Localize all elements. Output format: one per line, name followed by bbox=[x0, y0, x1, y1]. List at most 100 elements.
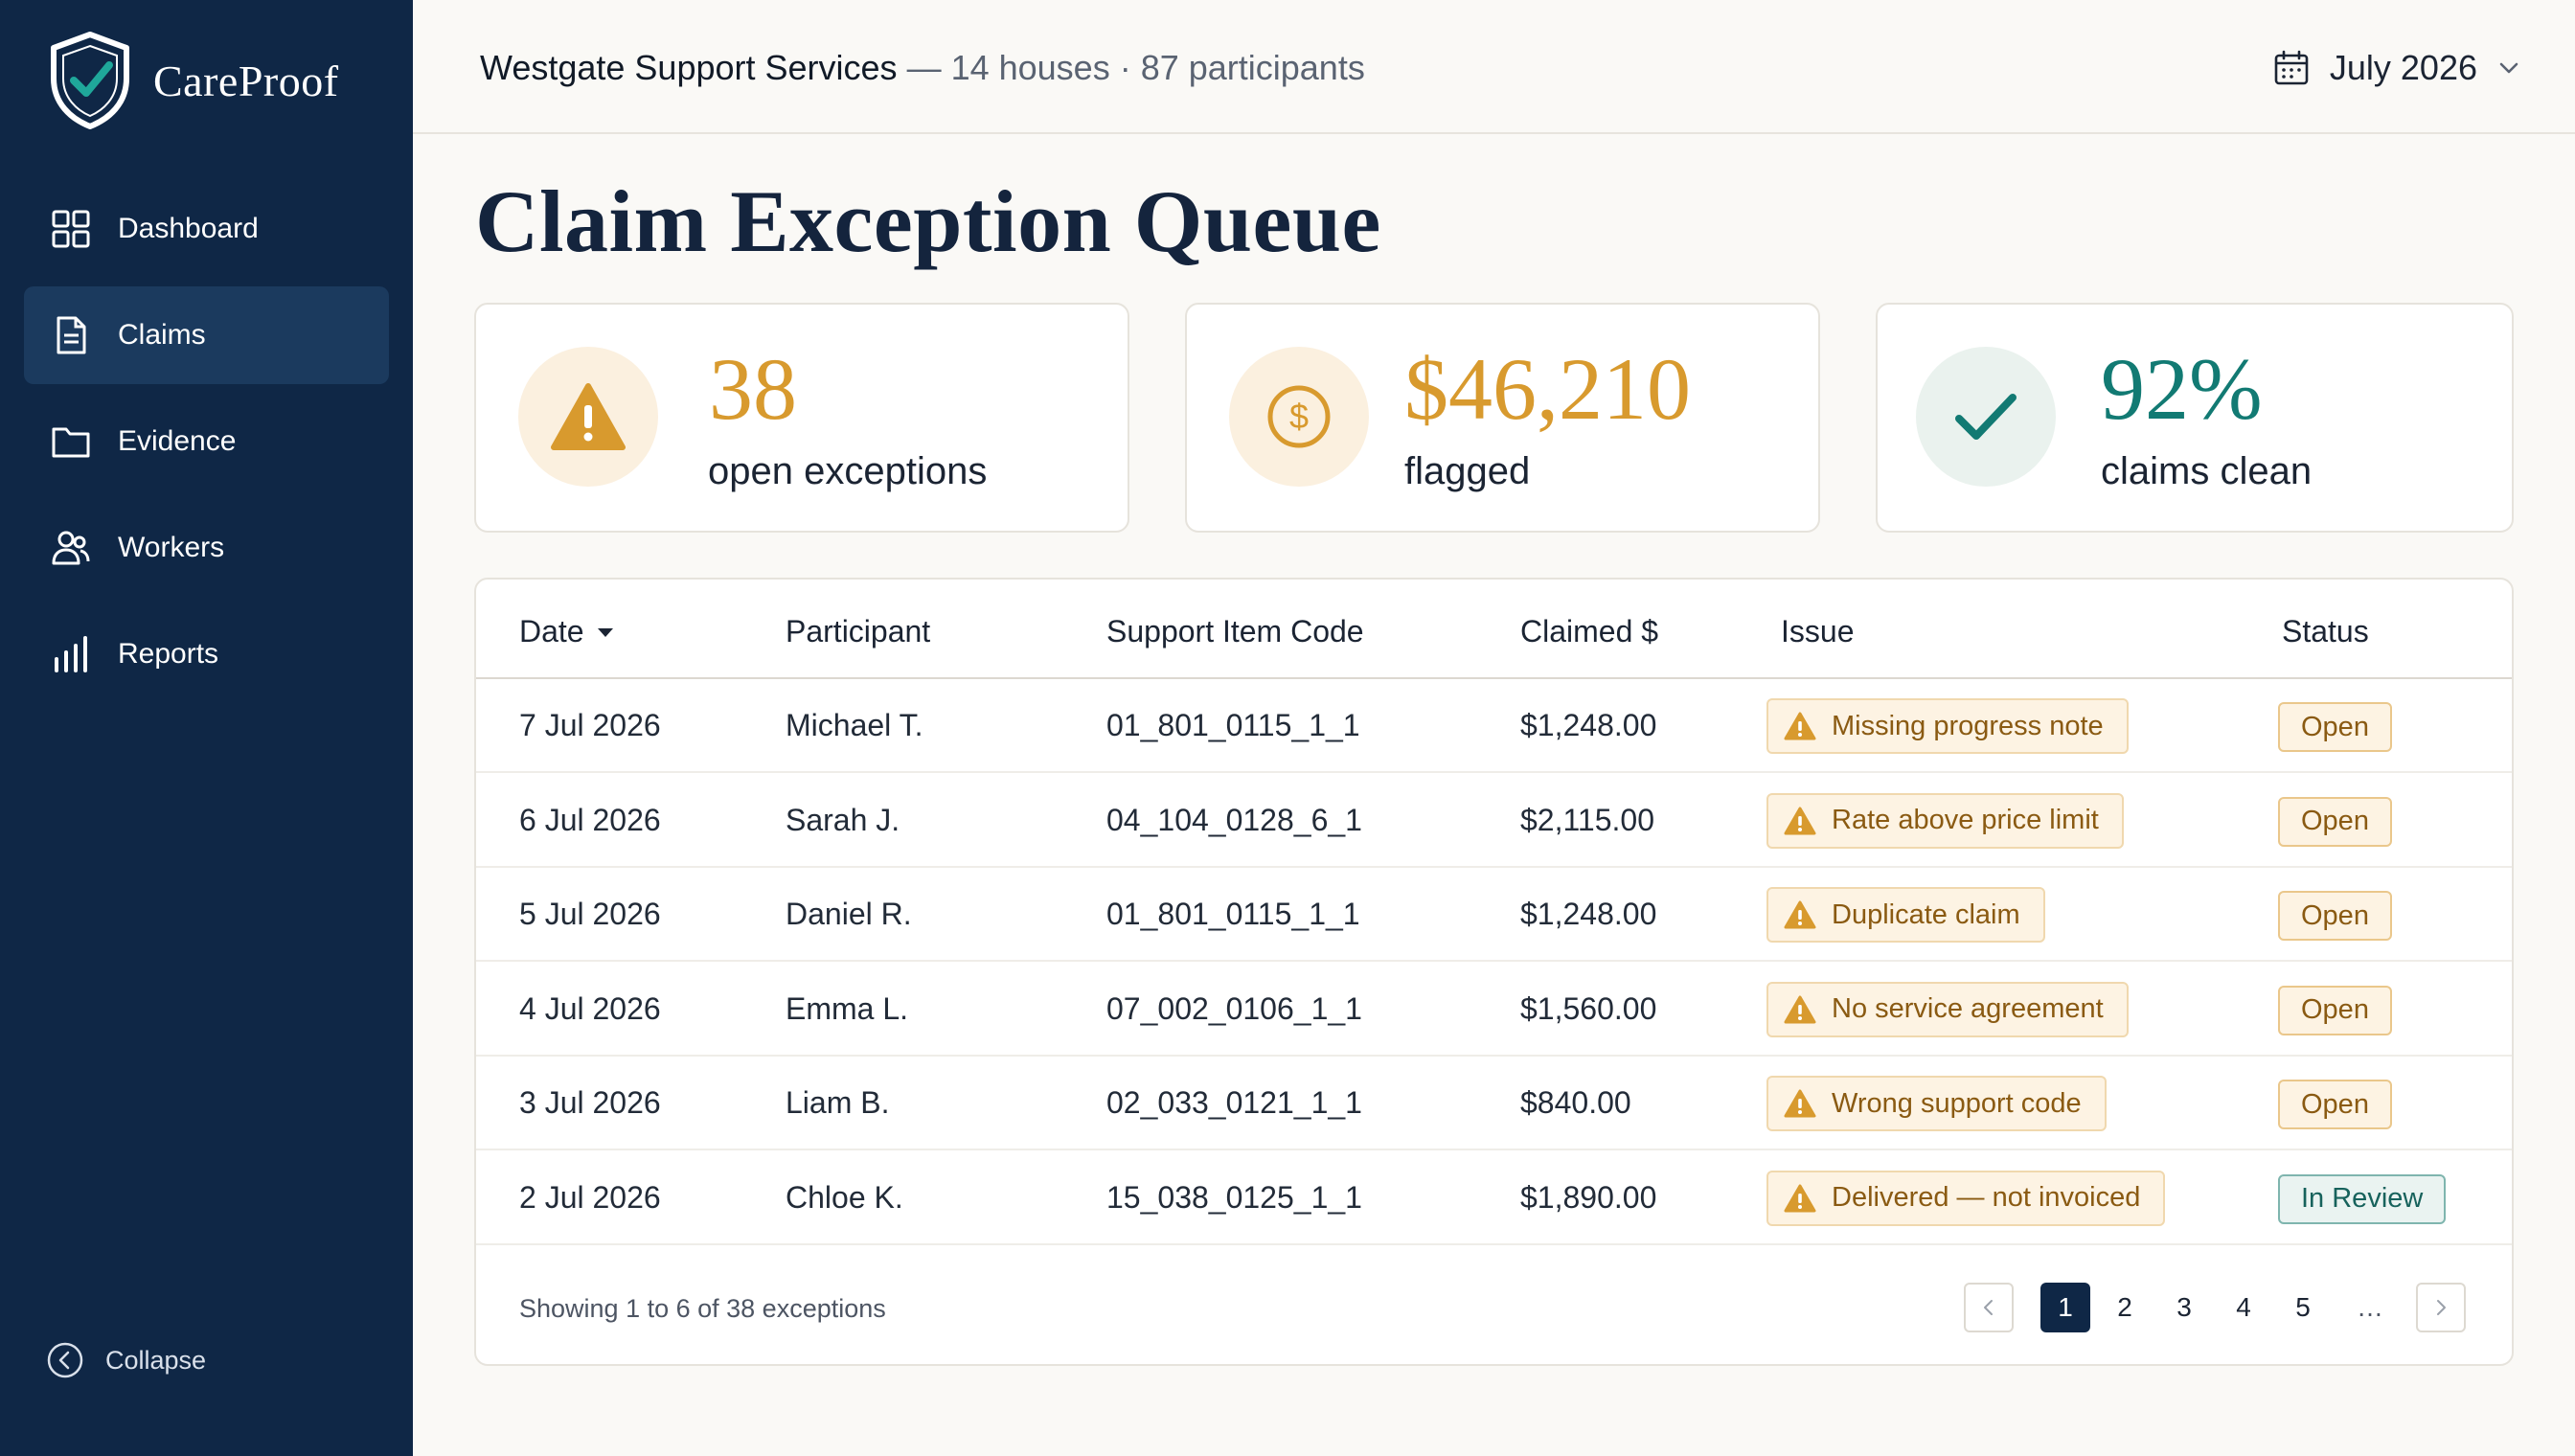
cell-support-item-code: 04_104_0128_6_1 bbox=[1106, 802, 1362, 837]
status-label: Open bbox=[2278, 702, 2392, 752]
status-badge[interactable]: Open bbox=[2278, 702, 2392, 752]
folder-icon bbox=[51, 421, 91, 462]
table-header: Date Participant Support Item Code Claim… bbox=[476, 580, 2512, 679]
page-button-2[interactable]: 2 bbox=[2117, 1292, 2132, 1322]
issue-pill: No service agreement bbox=[1766, 981, 2129, 1037]
sidebar-item-workers[interactable]: Workers bbox=[24, 499, 389, 597]
sidebar-item-evidence[interactable]: Evidence bbox=[24, 393, 389, 490]
status-badge[interactable]: Open bbox=[2278, 985, 2392, 1035]
sidebar-item-label: Claims bbox=[118, 319, 206, 351]
issue-pill: Duplicate claim bbox=[1766, 887, 2045, 943]
chevron-right-icon bbox=[2437, 1300, 2446, 1315]
sidebar-item-claims[interactable]: Claims bbox=[24, 286, 389, 384]
sidebar: CareProof Dashboard Claims Evidence Work… bbox=[0, 0, 413, 1456]
calendar-icon bbox=[2274, 50, 2309, 85]
cell-participant: Emma L. bbox=[786, 990, 909, 1026]
chevron-left-circle-icon bbox=[47, 1342, 83, 1378]
status-label: Open bbox=[2278, 891, 2392, 941]
page-button-4[interactable]: 4 bbox=[2236, 1292, 2251, 1322]
page-button-3[interactable]: 3 bbox=[2176, 1292, 2192, 1322]
column-header-participant[interactable]: Participant bbox=[786, 614, 931, 648]
collapse-button[interactable]: Collapse bbox=[46, 1341, 206, 1379]
issue-badge[interactable]: Rate above price limit bbox=[1766, 792, 2124, 849]
issue-badge[interactable]: Missing progress note bbox=[1766, 698, 2129, 754]
sidebar-item-reports[interactable]: Reports bbox=[24, 605, 389, 703]
kpi-card-flagged: $ $46,210 flagged bbox=[1185, 303, 1820, 533]
issue-label: No service agreement bbox=[1832, 993, 2104, 1024]
cell-support-item-code: 02_033_0121_1_1 bbox=[1106, 1085, 1362, 1120]
status-badge[interactable]: Open bbox=[2278, 1080, 2392, 1129]
kpi-label: flagged bbox=[1404, 450, 1531, 492]
cell-claimed-amount: $840.00 bbox=[1520, 1085, 1631, 1120]
status-label: Open bbox=[2278, 1080, 2392, 1129]
table-row[interactable]: 5 Jul 2026 Daniel R. 01_801_0115_1_1 $1,248… bbox=[476, 868, 2512, 962]
cell-claimed-amount: $1,890.00 bbox=[1520, 1179, 1657, 1215]
collapse-label: Collapse bbox=[105, 1345, 207, 1375]
shield-check-icon bbox=[51, 32, 129, 129]
cell-date: 2 Jul 2026 bbox=[519, 1179, 661, 1215]
kpi-value: 38 bbox=[709, 340, 797, 438]
results-summary: Showing 1 to 6 of 38 exceptions bbox=[519, 1294, 886, 1323]
kpi-value: 92% bbox=[2101, 340, 2263, 438]
table-row[interactable]: 6 Jul 2026 Sarah J. 04_104_0128_6_1 $2,115.… bbox=[476, 774, 2512, 868]
sidebar-item-label: Reports bbox=[118, 638, 219, 670]
column-header-issue[interactable]: Issue bbox=[1781, 614, 1855, 648]
users-icon bbox=[51, 528, 91, 568]
column-header-claimed[interactable]: Claimed $ bbox=[1520, 614, 1659, 648]
organization-meta: — 14 houses · 87 participants bbox=[897, 48, 1365, 87]
status-label: Open bbox=[2278, 796, 2392, 847]
brand[interactable]: CareProof bbox=[48, 31, 339, 130]
document-icon bbox=[51, 315, 91, 355]
kpi-card-open-exceptions: 38 open exceptions bbox=[474, 303, 1129, 533]
status-badge[interactable]: Open bbox=[2278, 891, 2392, 941]
status-label: Open bbox=[2278, 985, 2392, 1035]
warning-icon bbox=[1784, 900, 1816, 929]
sidebar-item-dashboard[interactable]: Dashboard bbox=[24, 180, 389, 278]
cell-support-item-code: 15_038_0125_1_1 bbox=[1106, 1179, 1362, 1215]
page-button-1[interactable]: 1 bbox=[2040, 1283, 2090, 1332]
column-header-support-item-code[interactable]: Support Item Code bbox=[1106, 614, 1364, 648]
warning-icon bbox=[1784, 1089, 1816, 1118]
issue-badge[interactable]: No service agreement bbox=[1766, 981, 2129, 1037]
cell-support-item-code: 07_002_0106_1_1 bbox=[1106, 990, 1362, 1026]
organization-name: Westgate Support Services bbox=[480, 48, 898, 87]
cell-claimed-amount: $1,560.00 bbox=[1520, 990, 1657, 1026]
cell-date: 5 Jul 2026 bbox=[519, 897, 661, 931]
previous-page-button[interactable] bbox=[1964, 1283, 2014, 1332]
sidebar-item-label: Dashboard bbox=[118, 213, 259, 244]
cell-support-item-code: 01_801_0115_1_1 bbox=[1106, 708, 1360, 742]
issue-badge[interactable]: Wrong support code bbox=[1766, 1076, 2107, 1131]
month-picker[interactable]: July 2026 bbox=[2272, 48, 2521, 88]
column-header-status[interactable]: Status bbox=[2282, 614, 2369, 648]
issue-pill: Wrong support code bbox=[1766, 1076, 2107, 1131]
check-icon bbox=[1916, 347, 2056, 487]
table-row[interactable]: 3 Jul 2026 Liam B. 02_033_0121_1_1 $840.00 W… bbox=[476, 1057, 2512, 1150]
table-row[interactable]: 2 Jul 2026 Chloe K. 15_038_0125_1_1 $1,890.… bbox=[476, 1151, 2512, 1245]
organization-info: Westgate Support Services — 14 houses · … bbox=[480, 48, 1365, 88]
page-button-5[interactable]: 5 bbox=[2295, 1292, 2311, 1322]
cell-participant: Chloe K. bbox=[786, 1179, 903, 1215]
sidebar-item-label: Workers bbox=[118, 532, 225, 563]
next-page-button[interactable] bbox=[2416, 1283, 2466, 1332]
status-badge[interactable]: In Review bbox=[2278, 1173, 2447, 1224]
chevron-left-icon bbox=[1984, 1300, 1993, 1315]
svg-text:$: $ bbox=[1289, 397, 1309, 436]
cell-date: 7 Jul 2026 bbox=[519, 708, 661, 742]
issue-badge[interactable]: Delivered — not invoiced bbox=[1766, 1170, 2166, 1226]
page-title: Claim Exception Queue bbox=[475, 172, 1381, 270]
issue-label: Missing progress note bbox=[1832, 710, 2104, 741]
sort-desc-icon bbox=[597, 627, 613, 637]
warning-icon bbox=[518, 347, 658, 487]
issue-label: Duplicate claim bbox=[1832, 899, 2020, 930]
issue-badge[interactable]: Duplicate claim bbox=[1766, 887, 2045, 943]
sidebar-item-label: Evidence bbox=[118, 425, 237, 457]
cell-claimed-amount: $1,248.00 bbox=[1520, 708, 1657, 742]
warning-icon bbox=[1784, 807, 1816, 835]
warning-icon bbox=[1784, 712, 1816, 740]
column-label: Date bbox=[519, 614, 584, 648]
table-row[interactable]: 4 Jul 2026 Emma L. 07_002_0106_1_1 $1,560.0… bbox=[476, 963, 2512, 1057]
column-header-date[interactable]: Date bbox=[519, 614, 615, 649]
status-badge[interactable]: Open bbox=[2278, 796, 2392, 847]
table-row[interactable]: 7 Jul 2026 Michael T. 01_801_0115_1_1 $1,24… bbox=[476, 679, 2512, 773]
cell-participant: Sarah J. bbox=[786, 802, 900, 837]
